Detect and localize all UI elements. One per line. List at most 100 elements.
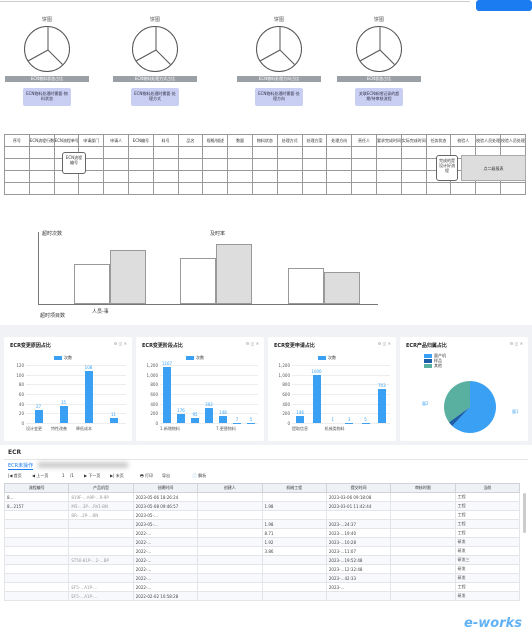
table-row[interactable]: ST50-81P-…2-…BP 2022-… 2023-…19:52:48 研发三 xyxy=(3,555,521,565)
table-cell xyxy=(390,555,456,565)
wire-cell xyxy=(400,170,427,183)
card-controls[interactable]: ⚙ ◫ ✕ xyxy=(377,341,391,346)
table-row[interactable]: EF5-…A1P-… 2022-02-02 10:58:28 研发 xyxy=(3,591,521,601)
wire-cell xyxy=(103,146,129,159)
column-header[interactable]: 提交时间 xyxy=(325,483,392,493)
y-tick-label: 600 xyxy=(150,392,158,397)
pager-item[interactable]: ▶ 下一页 xyxy=(84,473,101,478)
gridline xyxy=(26,365,126,366)
wire-col-header: 处理方案 xyxy=(301,134,328,147)
table-row[interactable]: 8…2157 M5-…3P-…RV1-BN 2023-05-08 09:46:57 1… xyxy=(3,501,521,511)
y-tick-label: 1,200 xyxy=(278,363,290,368)
gridline xyxy=(26,394,126,395)
table-cell: 2022-02-02 10:58:28 xyxy=(132,591,199,601)
table-row[interactable]: 2023-05-… 1.98 2023-…24:37 工程 xyxy=(3,519,521,529)
table-row[interactable]: EF5-…A1P-… 2022-… 2023-… 工程 xyxy=(3,582,521,592)
bar[interactable] xyxy=(177,414,185,423)
wire-cell xyxy=(425,182,452,195)
top-button[interactable] xyxy=(476,0,532,11)
table-cell: 工程 xyxy=(454,492,521,502)
bar[interactable] xyxy=(34,409,43,423)
table-cell: 工程 xyxy=(454,501,521,511)
column-header[interactable]: 审核时限 xyxy=(390,483,456,493)
bar[interactable] xyxy=(109,417,118,423)
pager-item[interactable]: 1 xyxy=(62,473,65,478)
bar[interactable] xyxy=(163,366,171,423)
data-label: 302 xyxy=(205,402,213,408)
table-cell: 研发 xyxy=(454,591,521,601)
table-cell: 研发 xyxy=(454,546,521,556)
table-cell xyxy=(68,528,134,538)
column-header[interactable]: 创建人 xyxy=(197,483,263,493)
wire-col-header: 校验人员处理日期 xyxy=(499,134,527,147)
pie-slice[interactable] xyxy=(452,381,496,433)
column-header[interactable]: 当前 xyxy=(454,483,521,493)
pager-item[interactable]: ▶| 末页 xyxy=(110,473,124,478)
table-row[interactable]: 2022-… 3.86 2023-…11:07 研发 xyxy=(3,546,521,556)
wire-cell xyxy=(400,158,427,171)
bar[interactable] xyxy=(219,415,227,423)
pager-item[interactable]: 导出 xyxy=(162,473,170,478)
legend-swatch xyxy=(424,359,432,363)
bar[interactable] xyxy=(205,408,213,423)
table-cell xyxy=(390,582,456,592)
table-cell: 2023-03-06 09:18:08 xyxy=(325,492,392,502)
table-cell xyxy=(261,573,327,583)
bar[interactable] xyxy=(312,374,321,423)
bar[interactable] xyxy=(377,389,386,423)
grid-scrollbar[interactable] xyxy=(523,493,526,533)
table-row[interactable]: BR-…2P-…BN 2023-05-… 工程 xyxy=(3,510,521,520)
table-row[interactable]: 8… 819F-…A9P-…R-9P 2023-05-06 18:26:24 2023… xyxy=(3,492,521,502)
tab-blurred[interactable] xyxy=(38,462,128,468)
legend-swatch xyxy=(318,356,326,360)
pager-item[interactable]: 🖶 打印 xyxy=(140,473,154,478)
column-header[interactable]: 流程编号 xyxy=(3,483,70,493)
column-header[interactable]: 产品机型 xyxy=(68,483,134,493)
table-row[interactable]: 2022-… 2023-…12:32:48 研发 xyxy=(3,564,521,574)
bar[interactable] xyxy=(191,418,199,423)
bar[interactable] xyxy=(84,370,93,423)
table-row[interactable]: 2022-… 8.71 2023-…19:40 工程 xyxy=(3,528,521,538)
x-tick-label: 设计变更 xyxy=(26,426,42,431)
tab-ecr-pending[interactable]: ECR未操作 xyxy=(8,463,34,470)
wireframe-sketch: 饼图 ECN物料状态占比 ECN物料处理时需要-物料状态 饼图 ECN物料处理方式占比 E… xyxy=(0,0,532,319)
pie-slice[interactable] xyxy=(444,381,470,423)
wire-cell xyxy=(326,182,353,195)
gridline xyxy=(26,413,126,415)
card-controls[interactable]: ⚙ ◫ ✕ xyxy=(509,341,523,346)
bar[interactable] xyxy=(296,415,305,423)
pager-item[interactable]: ◀ 上一页 xyxy=(32,473,49,478)
secondary-report-box[interactable]: 点二级报表 xyxy=(461,155,526,181)
table-cell: 2022-… xyxy=(132,582,199,592)
card-controls[interactable]: ⚙ ◫ ✕ xyxy=(113,341,127,346)
table-cell xyxy=(261,510,327,520)
data-label: 3 xyxy=(347,416,351,422)
bar[interactable] xyxy=(59,406,68,423)
table-cell xyxy=(197,555,263,565)
wire-cell xyxy=(4,170,30,183)
table-row[interactable]: 2022-… 1.92 2023-…10:28 研发 xyxy=(3,537,521,547)
column-header[interactable]: 创建时间 xyxy=(132,483,199,493)
chart-card-stage: ECR变更阶段占比 ⚙ ◫ ✕ 次数 0 200 400 600 800 1,000 1,2… xyxy=(136,337,264,441)
table-cell xyxy=(68,573,134,583)
wire-cell xyxy=(326,158,353,171)
pie-slice[interactable] xyxy=(448,407,470,426)
wire-cell xyxy=(301,182,328,195)
ecr-grid-panel: ECR ECR未操作 |◀ 首页 ◀ 上一页 1/1 ▶ 下一页 ▶| 末页 🖶 打印 导出… xyxy=(0,445,532,637)
pager-item[interactable]: |◀ 首页 xyxy=(8,473,22,478)
wire-cell xyxy=(227,146,253,159)
table-cell xyxy=(197,501,263,511)
pie-label: 量2 xyxy=(422,400,429,406)
column-header[interactable]: 机械工程 xyxy=(261,483,327,493)
y-tick-label: 600 xyxy=(282,392,290,397)
card-controls[interactable]: ⚙ ◫ ✕ xyxy=(245,341,259,346)
pager-item[interactable]: 📄 解析 xyxy=(192,473,207,478)
pie-sketch-title: 饼图 xyxy=(149,17,160,23)
table-cell xyxy=(68,546,134,556)
pager-item[interactable]: /1 xyxy=(70,473,74,478)
table-row[interactable]: 2022-… 2023-…42:33 研发 xyxy=(3,573,521,583)
table-cell xyxy=(197,510,263,520)
bar-3b xyxy=(324,272,360,304)
pie-sketch-circle xyxy=(132,26,178,72)
wire-cell xyxy=(152,158,179,171)
